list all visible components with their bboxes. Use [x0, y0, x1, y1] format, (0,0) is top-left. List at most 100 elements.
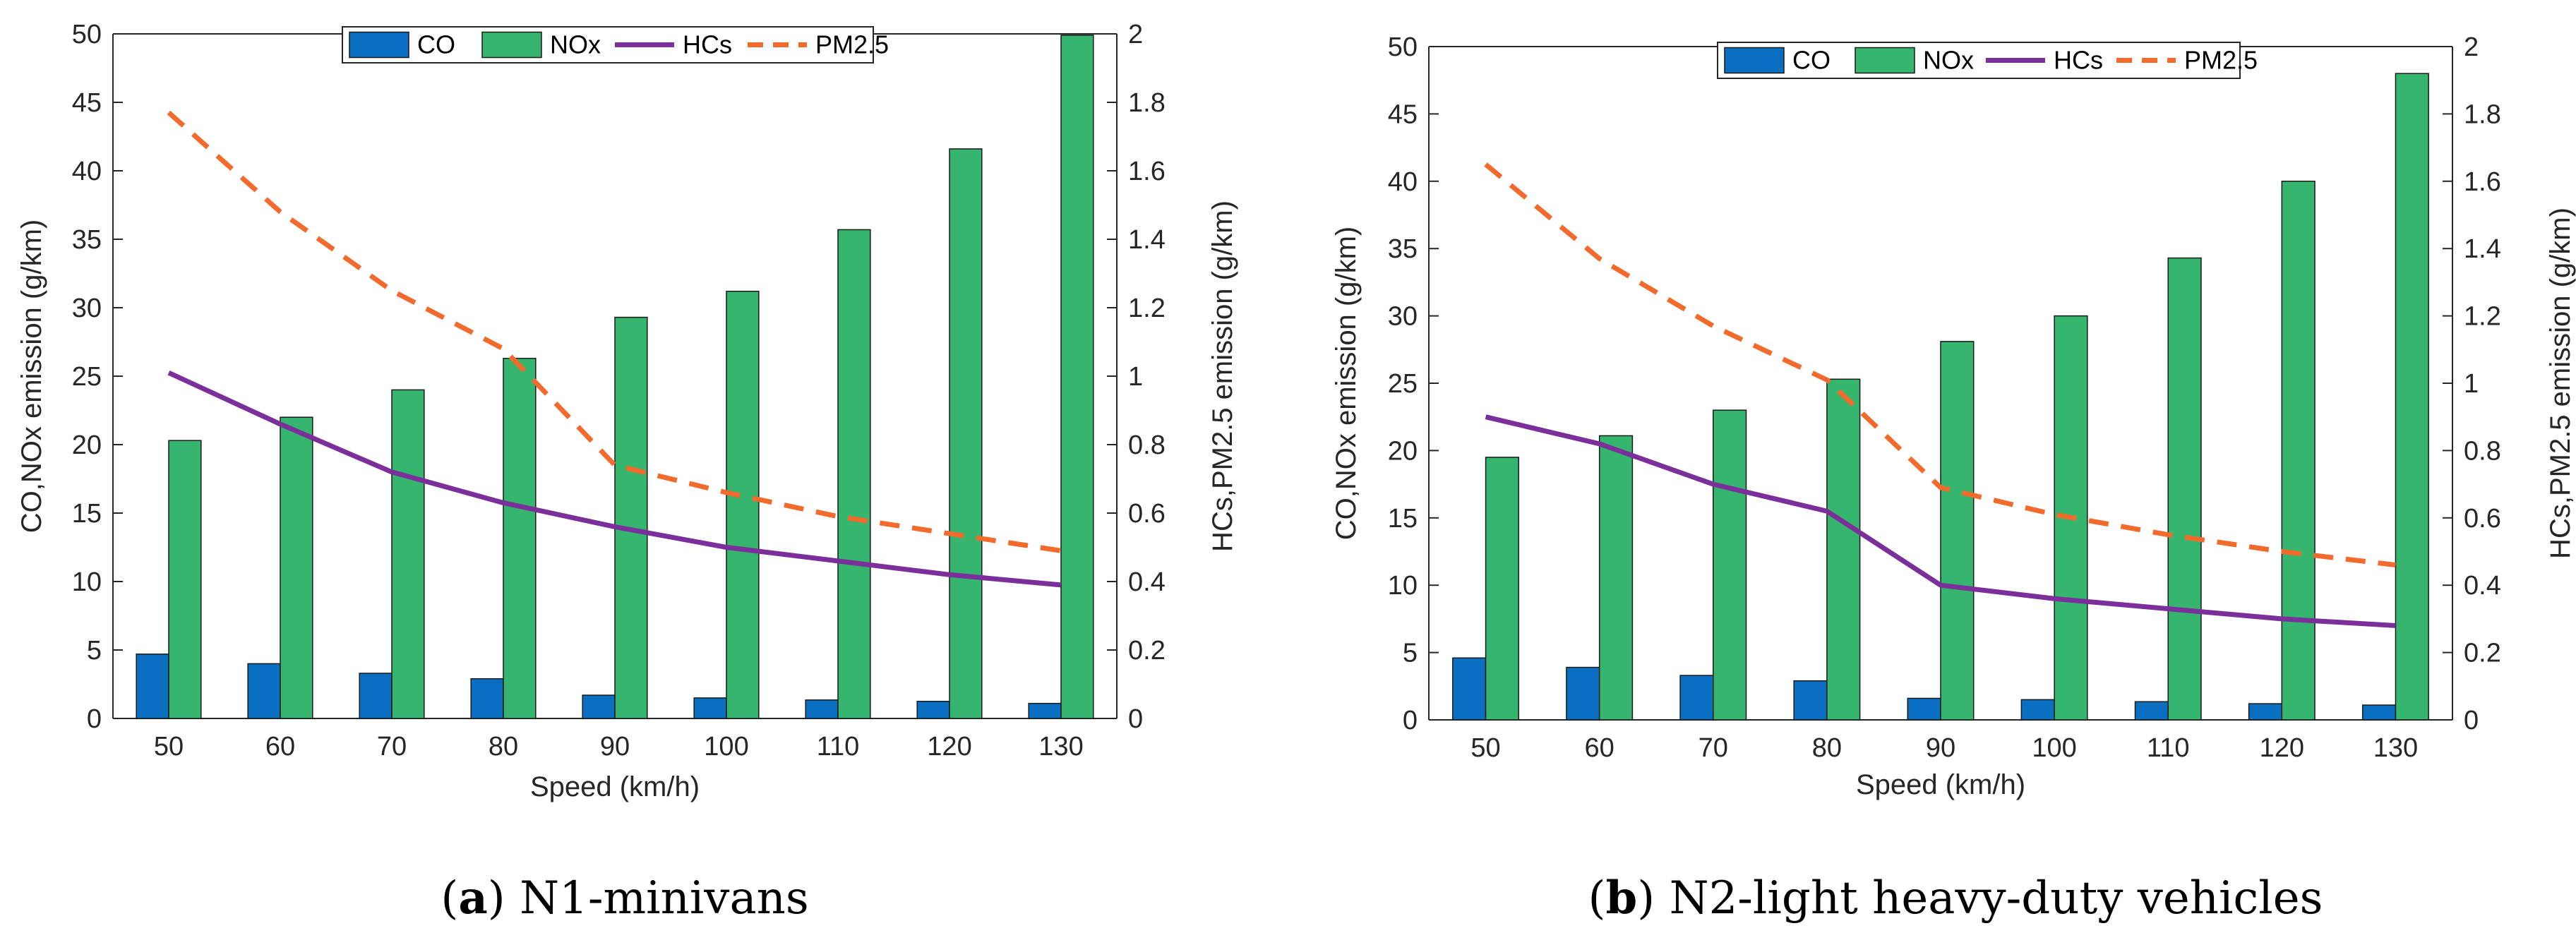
nox-bar: [503, 358, 537, 719]
co-bar: [1452, 657, 1487, 721]
nox-bar: [1598, 435, 1634, 721]
left-tick-label: 15: [1388, 504, 1418, 534]
x-tick-label: 60: [265, 732, 295, 762]
caption-close-paren: ): [1637, 872, 1669, 925]
left-tick-label: 25: [1388, 369, 1418, 399]
x-tick-label: 110: [817, 732, 860, 762]
right-tick-label: 1.8: [2464, 100, 2501, 129]
left-tick-label: 35: [72, 225, 102, 255]
caption-text: N1-minivans: [520, 872, 809, 925]
legend-label: CO: [417, 30, 455, 59]
right-tick-label: 0.2: [1128, 636, 1166, 666]
hcs-line: [167, 370, 1062, 588]
nox-bar: [1485, 457, 1520, 721]
x-tick-label: 120: [2260, 733, 2304, 763]
right-tick-label: 2: [2464, 32, 2479, 62]
legend-label: NOx: [550, 30, 601, 59]
legend-label: PM2.5: [815, 30, 889, 59]
right-y-axis-label: HCs,PM2.5 emission (g/km): [2545, 207, 2576, 559]
x-tick-label: 100: [704, 732, 748, 762]
chart-panel-a: 0 5 10 15 20 25 30 35 40 45 50 0 0.2 0.4 0.6 0.8 1 1.2 1.4…: [16, 20, 1238, 925]
panel-caption: (a) N1-minivans: [441, 872, 808, 925]
legend-swatch-co: [349, 31, 409, 59]
right-tick-label: 0.4: [1128, 567, 1166, 597]
x-tick-label: 60: [1585, 733, 1615, 763]
co-bar: [1679, 675, 1714, 721]
caption-close-paren: ): [488, 872, 520, 925]
nox-bar: [949, 148, 983, 719]
nox-bar: [2167, 257, 2202, 721]
co-bar: [1793, 680, 1828, 721]
right-tick-label: 0: [1128, 704, 1143, 734]
co-bar: [916, 701, 950, 719]
nox-bar: [2395, 73, 2429, 721]
left-tick-label: 0: [87, 704, 102, 734]
nox-bar: [1713, 409, 1747, 721]
right-tick-label: 1.6: [1128, 157, 1166, 186]
x-tick-label: 80: [489, 732, 518, 762]
right-tick-label: 1.4: [2464, 234, 2501, 264]
co-bar: [2020, 699, 2055, 721]
x-tick-label: 130: [2373, 733, 2418, 763]
co-bar: [2248, 703, 2283, 721]
left-tick-label: 30: [1388, 302, 1418, 332]
x-axis-label: Speed (km/h): [530, 771, 700, 802]
legend-label: CO: [1792, 46, 1831, 75]
x-tick-label: 110: [2147, 733, 2190, 763]
right-tick-label: 0.2: [2464, 639, 2501, 668]
right-tick-label: 1.2: [1128, 294, 1166, 323]
x-tick-label: 90: [1926, 733, 1955, 763]
x-tick-label: 120: [927, 732, 971, 762]
right-tick-label: 1.6: [2464, 167, 2501, 197]
right-tick-label: 0.8: [2464, 436, 2501, 466]
co-bar: [470, 678, 504, 719]
right-tick-label: 0.4: [2464, 571, 2501, 601]
caption-letter: b: [1606, 872, 1638, 925]
right-y-axis-label: HCs,PM2.5 emission (g/km): [1207, 200, 1238, 552]
left-tick-label: 20: [72, 431, 102, 460]
legend-label: HCs: [683, 30, 732, 59]
x-axis-label: Speed (km/h): [1856, 769, 2025, 800]
nox-bar: [280, 416, 313, 719]
left-y-axis-label: CO,NOx emission (g/km): [16, 219, 47, 534]
co-bar: [247, 663, 281, 719]
left-tick-label: 5: [1403, 639, 1418, 668]
left-tick-label: 50: [72, 20, 102, 49]
co-bar: [2361, 704, 2397, 721]
panel-caption: (b) N2-light heavy-duty vehicles: [1588, 872, 2323, 925]
legend-label: NOx: [1923, 46, 1974, 75]
nox-bar: [1826, 378, 1861, 721]
x-tick-label: 130: [1038, 732, 1083, 762]
left-tick-label: 45: [1388, 100, 1418, 129]
co-bar: [1028, 702, 1062, 719]
left-tick-label: 15: [72, 499, 102, 529]
legend-label: HCs: [2054, 46, 2103, 75]
left-tick-label: 35: [1388, 234, 1418, 264]
x-tick-label: 50: [154, 732, 184, 762]
co-bar: [2134, 701, 2169, 721]
nox-bar: [1060, 35, 1094, 719]
legend-swatch-nox: [481, 31, 542, 59]
left-tick-label: 45: [72, 88, 102, 118]
left-tick-label: 50: [1388, 32, 1418, 62]
hcs-line: [1485, 414, 2396, 628]
right-tick-label: 0: [2464, 706, 2479, 735]
right-tick-label: 1.2: [2464, 302, 2501, 332]
left-tick-label: 5: [87, 636, 102, 666]
nox-bar: [726, 290, 760, 719]
left-tick-label: 10: [1388, 571, 1418, 601]
co-bar: [1907, 697, 1941, 721]
co-bar: [693, 697, 727, 719]
right-tick-label: 2: [1128, 20, 1143, 49]
co-bar: [805, 699, 839, 719]
left-tick-label: 40: [1388, 167, 1418, 197]
caption-open-paren: (: [1588, 872, 1606, 925]
left-tick-label: 25: [72, 362, 102, 392]
caption-letter: a: [458, 872, 487, 925]
left-tick-label: 0: [1403, 706, 1418, 735]
right-tick-label: 0.6: [2464, 504, 2501, 534]
legend-label: PM2.5: [2184, 46, 2258, 75]
nox-bar: [2281, 181, 2316, 721]
right-tick-label: 1: [1128, 362, 1143, 392]
